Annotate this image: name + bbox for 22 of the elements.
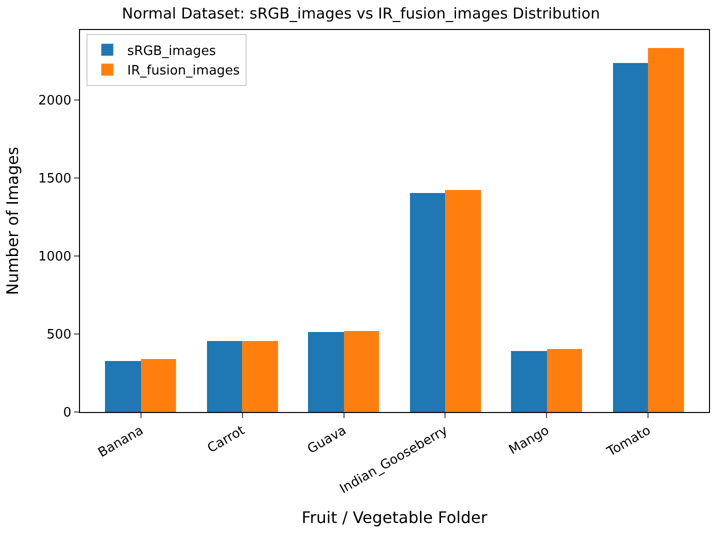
y-tick-label: 500	[46, 328, 72, 343]
bar	[445, 190, 481, 412]
bar	[547, 349, 582, 412]
bar	[242, 341, 278, 412]
bar	[613, 63, 648, 412]
y-tick-label: 1000	[38, 250, 72, 264]
legend-label: IR_fusion_images	[127, 64, 240, 79]
bar	[141, 359, 176, 412]
y-axis-title: Number of Images	[3, 146, 22, 296]
chart-title: Normal Dataset: sRGB_images vs IR_fusion_images Distribution	[122, 4, 600, 23]
y-tick-label: 1500	[38, 171, 72, 186]
y-tick-label: 2000	[38, 93, 72, 108]
bar	[410, 193, 445, 412]
y-tick-label: 0	[63, 406, 72, 421]
legend-label: sRGB_images	[127, 44, 216, 59]
x-axis-title: Fruit / Vegetable Folder	[302, 508, 488, 527]
bar	[105, 361, 141, 412]
bar	[648, 48, 684, 412]
bar	[308, 332, 344, 412]
bar	[511, 351, 547, 412]
bar	[207, 341, 242, 412]
bar	[344, 331, 379, 412]
